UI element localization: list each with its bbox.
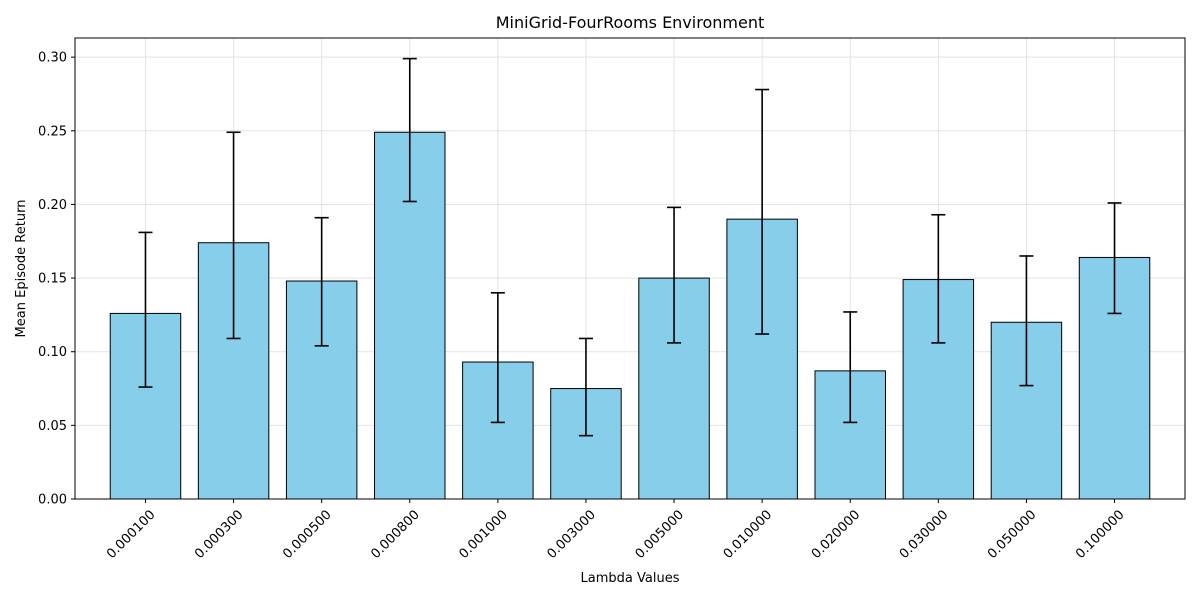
error-bars — [138, 57, 1122, 437]
error-bar-0.000300 — [226, 131, 241, 340]
error-bar-0.010000 — [755, 88, 770, 335]
x-tick-label: 0.005000 — [633, 507, 687, 561]
x-tick-label: 0.000800 — [368, 507, 422, 561]
x-axis-ticks: 0.000100 0.000300 0.000500 0.000800 0.001000… — [104, 499, 1128, 562]
y-tick-label: 0.30 — [38, 51, 67, 66]
error-bar-0.003000 — [578, 337, 593, 437]
x-tick-label: 0.000100 — [104, 507, 158, 561]
x-tick-label: 0.000500 — [280, 507, 334, 561]
error-bar-0.030000 — [931, 213, 946, 344]
x-tick-label: 0.010000 — [721, 507, 775, 561]
y-tick-label: 0.05 — [38, 419, 67, 434]
error-bar-0.100000 — [1107, 202, 1122, 315]
error-bar-0.050000 — [1019, 255, 1034, 387]
x-tick-label: 0.100000 — [1073, 507, 1127, 561]
x-tick-label: 0.001000 — [456, 507, 510, 561]
x-tick-label: 0.030000 — [897, 507, 951, 561]
x-tick-label: 0.003000 — [545, 507, 599, 561]
y-tick-label: 0.25 — [38, 124, 67, 139]
x-axis-title: Lambda Values — [581, 571, 680, 586]
y-tick-label: 0.20 — [38, 198, 67, 213]
error-bar-0.001000 — [490, 292, 505, 424]
error-bar-0.000100 — [138, 231, 153, 388]
error-bar-0.000500 — [314, 216, 329, 347]
x-tick-label: 0.050000 — [985, 507, 1039, 561]
y-tick-label: 0.00 — [38, 493, 67, 508]
y-tick-label: 0.10 — [38, 345, 67, 360]
x-tick-label: 0.000300 — [192, 507, 246, 561]
y-axis-title: Mean Episode Return — [14, 200, 29, 338]
x-tick-label: 0.020000 — [809, 507, 863, 561]
y-tick-label: 0.15 — [38, 272, 67, 287]
bars — [109, 131, 1151, 500]
chart-title: MiniGrid-FourRooms Environment — [496, 13, 764, 32]
error-bar-0.020000 — [843, 311, 858, 424]
error-bar-0.005000 — [667, 206, 682, 344]
y-axis-ticks: 0.00 0.05 0.10 0.15 0.20 0.25 0.30 — [38, 51, 75, 508]
error-bar-0.000800 — [402, 57, 417, 203]
plot-frame — [74, 37, 1186, 500]
